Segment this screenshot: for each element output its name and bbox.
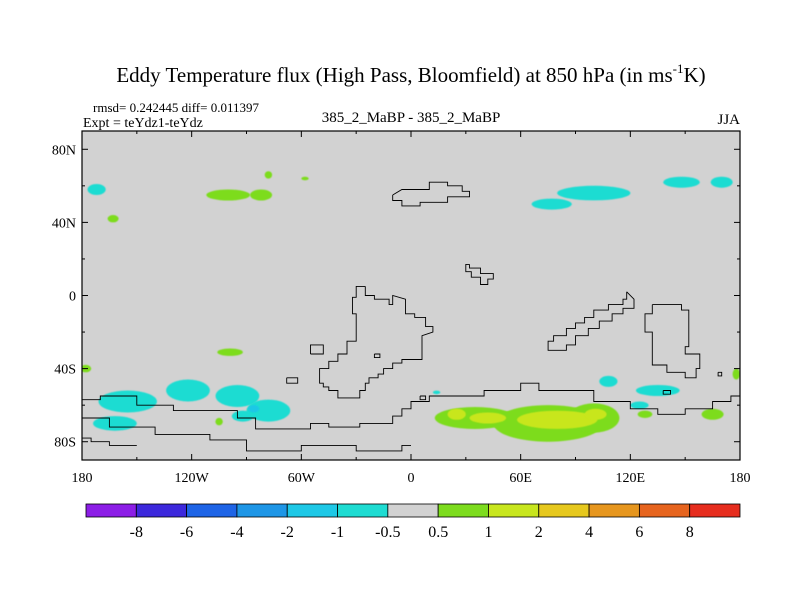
coastline-7 (717, 371, 723, 377)
contour-region-19 (215, 417, 223, 426)
colorbar-label: -1 (331, 524, 344, 541)
contour-region-32 (637, 410, 653, 418)
x-tick-label: 60W (288, 471, 316, 486)
colorbar-box (85, 503, 137, 518)
title-superscript: -1 (673, 61, 684, 76)
contour-region-33 (432, 390, 441, 395)
colorbar-label: -8 (130, 524, 143, 541)
x-tick-label: 60E (509, 471, 532, 486)
colorbar-label: 4 (585, 524, 593, 541)
x-axis: 180 120W 60W 0 60E 120E 180 (72, 131, 751, 486)
colorbar-box (236, 503, 288, 518)
colorbar-label: -0.5 (375, 524, 400, 541)
coastline-10 (82, 437, 137, 446)
season-label: JJA (717, 112, 740, 128)
contour-region-31 (732, 368, 740, 380)
contour-region-29 (630, 401, 649, 409)
colorbar-box (538, 503, 590, 518)
colorbar-box (638, 503, 691, 518)
coastline-5 (547, 291, 635, 351)
y-tick-label: 40S (54, 363, 76, 378)
chart-title: Eddy Temperature flux (High Pass, Bloomf… (116, 61, 705, 87)
x-tick-label: 120W (175, 471, 210, 486)
contour-region-23 (517, 410, 598, 429)
coastline-2 (319, 285, 434, 399)
colorbar-label: -2 (281, 524, 294, 541)
coastline-4 (373, 353, 381, 359)
contour-region-8 (663, 176, 700, 188)
x-tick-label: 180 (72, 471, 93, 486)
coastline-0 (392, 181, 470, 207)
y-axis: 80N 40N 0 40S 80S (52, 143, 740, 451)
x-tick-label: 0 (408, 471, 415, 486)
contour-region-14 (166, 379, 210, 402)
colorbar: -8 -6 -4 -2 -1 -0.5 0.5 1 2 4 6 8 (85, 503, 741, 541)
contour-region-6 (557, 185, 631, 201)
coastline-12 (419, 395, 427, 401)
colorbar-box (689, 503, 741, 518)
contour-region-16 (246, 399, 291, 422)
contour-region-26 (447, 408, 466, 420)
colorbar-label: 2 (535, 524, 543, 541)
coastline-6 (644, 304, 701, 379)
contour-region-17 (231, 410, 254, 422)
colorbar-label: 0.5 (428, 524, 448, 541)
colorbar-label: 8 (686, 524, 694, 541)
coastlines (82, 181, 740, 452)
colorbar-label: 6 (635, 524, 643, 541)
contour-region-3 (250, 189, 273, 201)
contour-region-5 (301, 176, 309, 181)
contour-region-4 (264, 171, 273, 179)
contour-region-1 (107, 215, 119, 223)
y-tick-label: 0 (69, 290, 76, 305)
title-suffix: K) (683, 63, 705, 87)
colorbar-label: -4 (230, 524, 243, 541)
contour-region-25 (469, 412, 507, 424)
colorbar-box (588, 503, 640, 518)
colorbar-box (337, 503, 389, 518)
contour-region-27 (599, 375, 618, 387)
colorbar-label: -6 (180, 524, 193, 541)
contour-region-10 (217, 348, 243, 356)
contour-region-2 (206, 189, 251, 201)
colorbar-box (488, 503, 540, 518)
x-tick-label: 180 (730, 471, 751, 486)
x-tick-label: 120E (616, 471, 646, 486)
contour-region-15 (215, 385, 260, 407)
colorbar-box (135, 503, 188, 518)
coastline-9 (82, 417, 411, 452)
contour-region-24 (584, 408, 607, 420)
coastline-13 (662, 390, 671, 395)
contour-region-9 (710, 176, 733, 188)
contour-region-7 (531, 198, 572, 210)
coastline-3 (310, 344, 324, 355)
colorbar-box (186, 503, 238, 518)
coastline-8 (82, 382, 740, 430)
contour-regions (82, 171, 740, 442)
y-tick-label: 80N (52, 143, 76, 158)
colorbar-box (437, 503, 489, 518)
expt-line: Expt = teYdz1-teYdz (83, 116, 203, 131)
coastline-1 (465, 263, 494, 285)
contour-region-30 (701, 408, 724, 420)
title-main: Eddy Temperature flux (High Pass, Bloomf… (116, 63, 672, 87)
colorbar-box (286, 503, 338, 518)
contour-region-28 (635, 385, 680, 396)
y-tick-label: 40N (52, 216, 76, 231)
stats-line: rmsd= 0.242445 diff= 0.011397 (93, 100, 259, 115)
coastline-11 (286, 377, 299, 384)
contour-region-18 (248, 405, 260, 413)
contour-region-12 (98, 390, 157, 413)
colorbar-box (387, 503, 439, 518)
y-tick-label: 80S (54, 436, 76, 451)
contour-region-0 (87, 184, 106, 195)
colorbar-label: 1 (485, 524, 493, 541)
case-line: 385_2_MaBP - 385_2_MaBP (322, 110, 501, 126)
